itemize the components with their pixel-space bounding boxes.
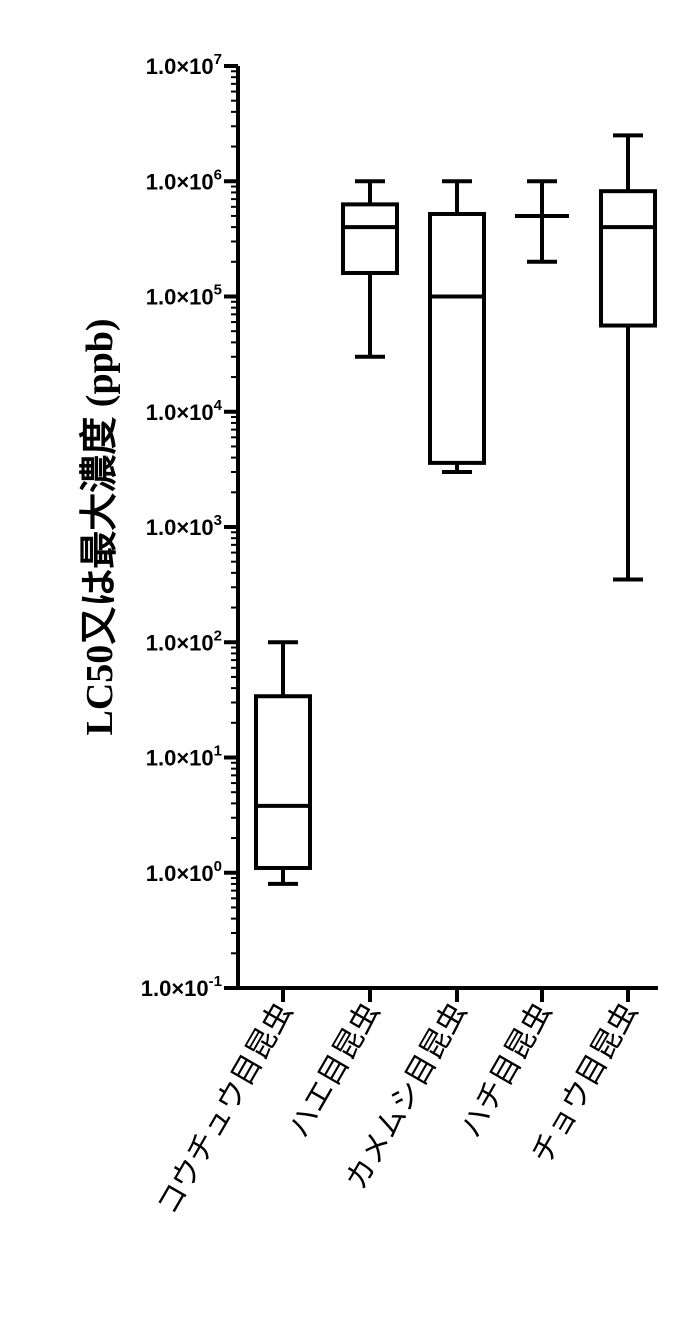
box-4 [515, 179, 569, 264]
box-iqr [254, 694, 312, 870]
box-1 [254, 640, 312, 886]
y-tick-label: 1.0×103 [146, 512, 222, 540]
x-category-label: コウチュウ目昆虫 [150, 997, 300, 1221]
y-tick-label: 1.0×102 [146, 627, 222, 655]
y-tick-label: 1.0×10-1 [141, 973, 222, 1001]
y-axis-major-ticks [224, 64, 238, 990]
box-3 [428, 179, 486, 475]
box-2 [341, 179, 399, 359]
y-axis-tick-labels: 1.0×107 1.0×106 1.0×105 1.0×104 1.0×103 1.0×1… [141, 51, 223, 1001]
y-tick-label: 1.0×100 [146, 858, 222, 886]
y-tick-label: 1.0×105 [146, 282, 222, 310]
x-axis-ticks [281, 988, 630, 1002]
box-5 [599, 133, 657, 582]
y-tick-label: 1.0×104 [146, 397, 223, 425]
y-tick-label: 1.0×107 [146, 51, 222, 79]
box-iqr [599, 189, 657, 328]
box-series [254, 133, 657, 886]
box-iqr [341, 202, 399, 275]
y-tick-label: 1.0×106 [146, 166, 222, 194]
box-iqr [428, 211, 486, 465]
y-tick-label: 1.0×101 [146, 743, 222, 771]
y-axis-title: LC50又は最大濃度 (ppb) [79, 319, 121, 736]
